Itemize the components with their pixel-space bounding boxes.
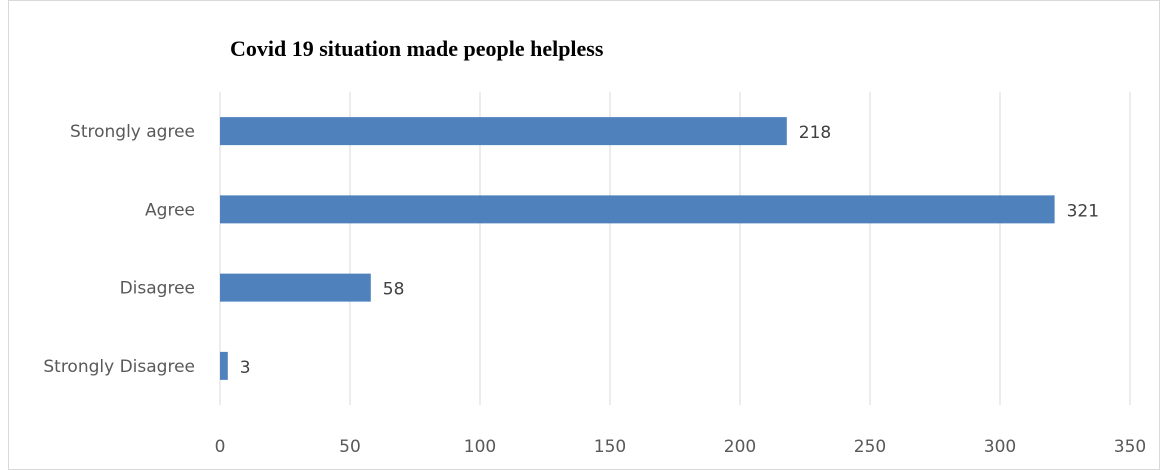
- x-tick-label: 350: [1114, 437, 1146, 457]
- bar: [220, 273, 371, 302]
- chart-frame: [8, 0, 1160, 470]
- chart-title: Covid 19 situation made people helpless: [230, 36, 604, 61]
- x-tick-label: 200: [724, 437, 756, 457]
- data-label: 218: [799, 123, 831, 143]
- x-tick-label: 300: [984, 437, 1016, 457]
- data-label: 3: [240, 358, 251, 378]
- x-tick-label: 250: [854, 437, 886, 457]
- x-tick-label: 150: [594, 437, 626, 457]
- data-label: 321: [1067, 201, 1099, 221]
- category-label: Strongly agree: [70, 122, 195, 142]
- category-label: Disagree: [120, 279, 195, 299]
- x-tick-label: 100: [464, 437, 496, 457]
- bar: [220, 351, 228, 380]
- x-tick-label: 0: [215, 437, 226, 457]
- bar: [220, 195, 1055, 224]
- x-tick-label: 50: [339, 437, 361, 457]
- bar: [220, 117, 787, 146]
- category-label: Strongly Disagree: [43, 357, 195, 377]
- category-label: Agree: [145, 200, 195, 220]
- data-label: 58: [383, 280, 405, 300]
